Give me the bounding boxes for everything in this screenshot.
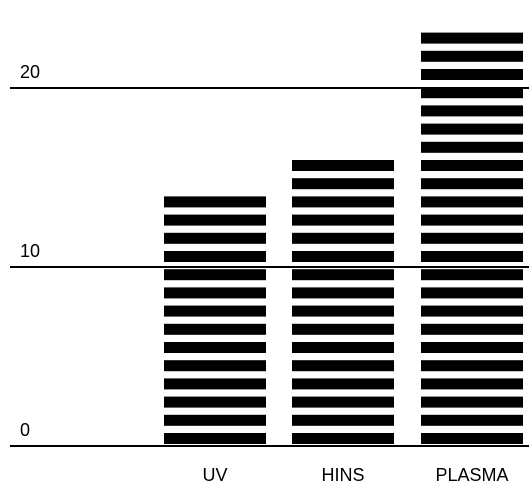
bar-stripe <box>164 342 266 353</box>
bar-stripe <box>164 269 266 281</box>
bar-stripe <box>292 251 394 262</box>
bar-stripe <box>164 251 266 262</box>
y-tick-labels: 0 10 20 <box>20 62 40 440</box>
bar-stripe <box>421 269 523 281</box>
bar-stripe <box>164 287 266 299</box>
bar-stripe <box>292 269 394 281</box>
bar-stripe <box>164 323 266 335</box>
bar-stripe <box>421 50 523 62</box>
x-tick-label-hins: HINS <box>321 465 364 485</box>
bar-hins <box>292 160 394 444</box>
bar-stripe <box>421 378 523 390</box>
bar-stripe <box>164 378 266 390</box>
bar-stripe <box>421 160 523 171</box>
bar-stripe <box>292 414 394 426</box>
bar-stripe <box>164 360 266 372</box>
x-tick-label-uv: UV <box>202 465 227 485</box>
bar-stripe <box>164 414 266 426</box>
bar-stripe <box>164 214 266 226</box>
bar-stripe <box>292 378 394 390</box>
bar-stripe <box>421 287 523 299</box>
bar-stripe <box>292 214 394 226</box>
y-tick-label-0: 0 <box>20 420 30 440</box>
bar-uv <box>164 196 266 444</box>
bar-stripe <box>292 196 394 208</box>
bar-stripe <box>421 141 523 153</box>
bar-stripe <box>421 105 523 117</box>
bar-stripe <box>421 32 523 44</box>
bar-stripe <box>421 305 523 317</box>
bar-stripe <box>421 214 523 226</box>
bar-stripe <box>421 251 523 262</box>
bar-stripe <box>421 414 523 426</box>
bar-stripe <box>164 396 266 408</box>
bar-stripe <box>421 178 523 190</box>
bar-stripe <box>164 433 266 444</box>
bar-stripe <box>292 160 394 171</box>
bar-stripe <box>421 196 523 208</box>
bar-stripe <box>421 123 523 135</box>
bar-stripe <box>421 69 523 80</box>
bar-stripe <box>164 305 266 317</box>
bar-stripe <box>292 433 394 444</box>
bar-stripe <box>421 342 523 353</box>
bar-stripe <box>421 360 523 372</box>
bar-plasma <box>421 32 523 444</box>
bar-stripe <box>292 178 394 190</box>
gridlines <box>10 87 529 447</box>
bar-stripe <box>164 232 266 244</box>
bar-stripe <box>292 396 394 408</box>
bar-stripe <box>292 305 394 317</box>
bar-stripe <box>421 396 523 408</box>
x-tick-label-plasma: PLASMA <box>435 465 508 485</box>
bar-stripe <box>292 360 394 372</box>
bar-stripe <box>421 232 523 244</box>
bar-stripe <box>421 323 523 335</box>
bars <box>164 32 523 444</box>
bar-stripe <box>292 323 394 335</box>
y-tick-label-20: 20 <box>20 62 40 82</box>
bar-stripe <box>292 287 394 299</box>
y-tick-label-10: 10 <box>20 241 40 261</box>
x-category-labels: UV HINS PLASMA <box>202 465 508 485</box>
bar-stripe <box>164 196 266 208</box>
bar-stripe <box>421 433 523 444</box>
bar-stripe <box>292 232 394 244</box>
bar-stripe <box>421 87 523 99</box>
bar-stripe <box>292 342 394 353</box>
